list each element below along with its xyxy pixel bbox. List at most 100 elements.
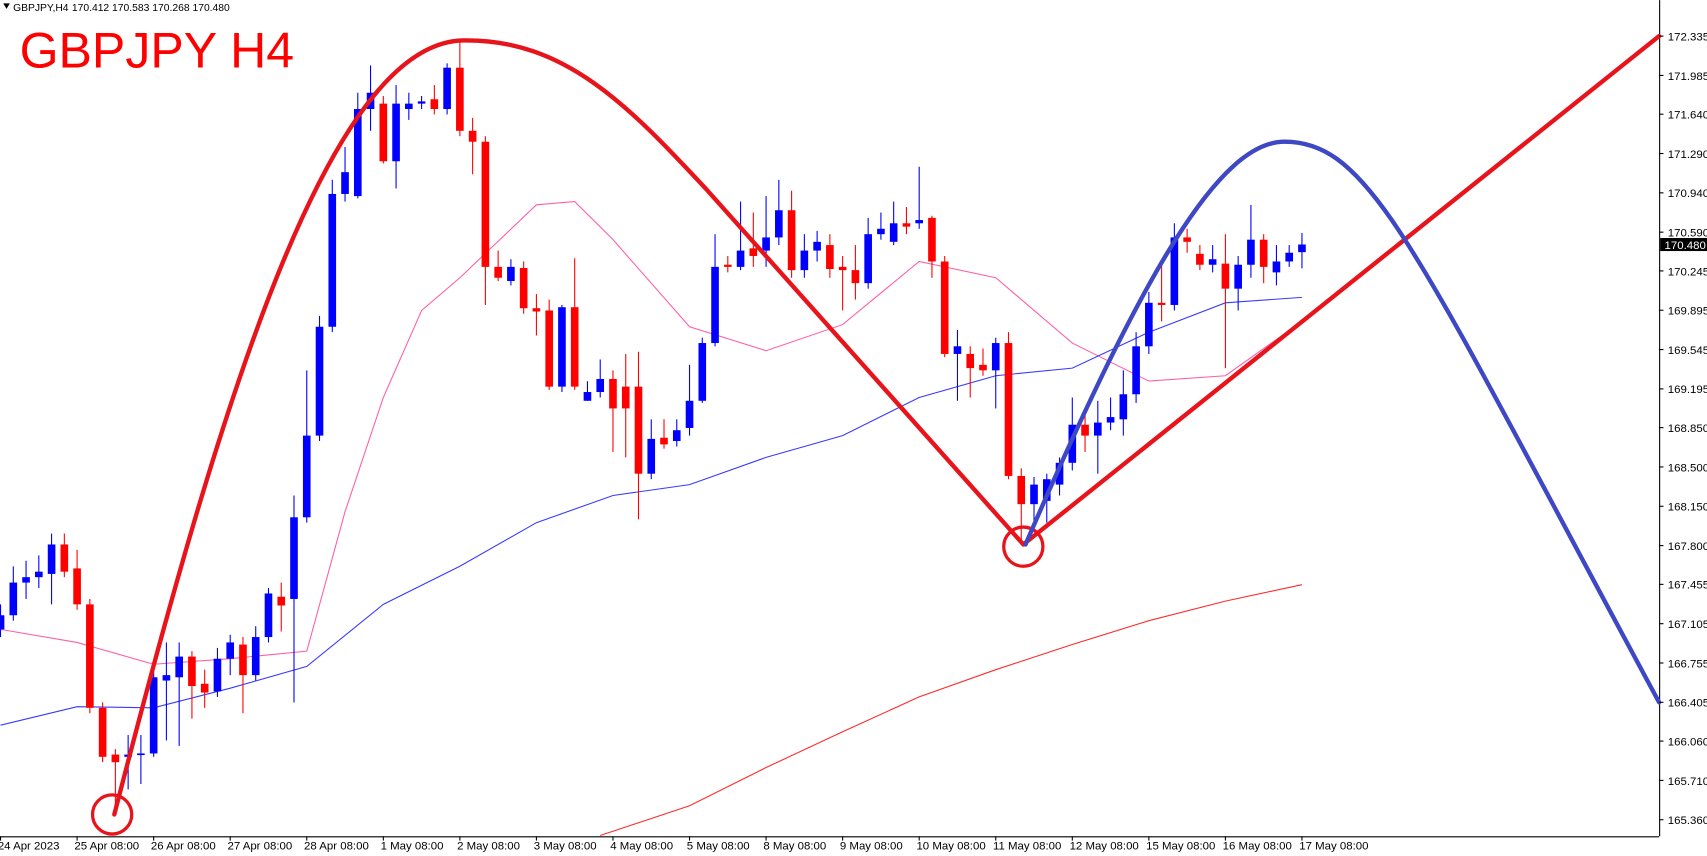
y-tick-label: 166.060: [1668, 736, 1707, 748]
chart-title: GBPJPY H4: [20, 23, 295, 79]
candle-body: [137, 753, 145, 756]
x-tick-label: 25 Apr 08:00: [74, 840, 139, 852]
candle-body: [1208, 259, 1217, 265]
y-tick-label: 169.195: [1668, 384, 1707, 396]
candle-body: [1234, 264, 1242, 289]
candle-body: [22, 577, 30, 583]
candle-body: [1157, 302, 1166, 305]
candle-body: [353, 109, 362, 197]
candle-body: [86, 604, 94, 708]
y-tick-label: 167.455: [1668, 580, 1707, 592]
candle-body: [723, 264, 732, 267]
candle-body: [1285, 252, 1294, 262]
candle-body: [928, 217, 936, 262]
candle-body: [991, 343, 1000, 371]
x-tick-label: 27 Apr 08:00: [227, 840, 292, 852]
candle-body: [1132, 346, 1140, 395]
candle-body: [570, 307, 579, 387]
candle-body: [698, 343, 707, 401]
candle-body: [685, 400, 694, 428]
last-price-label: 170.480: [1665, 240, 1706, 252]
candle-body: [660, 437, 668, 445]
red-trend-line: [1021, 33, 1662, 547]
candle-body: [1081, 424, 1089, 436]
candle-body: [149, 677, 158, 754]
candle-body: [1183, 237, 1191, 242]
candle-body: [111, 754, 120, 763]
candle-body: [953, 346, 962, 354]
candle-body: [762, 237, 770, 251]
candle-body: [60, 544, 69, 572]
candle-body: [672, 430, 681, 442]
candle-body: [1272, 261, 1281, 273]
plot-area: [0, 41, 1306, 836]
candle-body: [621, 386, 630, 409]
y-tick-label: 171.640: [1668, 110, 1707, 122]
candle-body: [889, 223, 898, 242]
candle-body: [902, 223, 911, 227]
x-tick-label: 15 May 08:00: [1146, 840, 1215, 852]
candle-body: [596, 378, 605, 393]
candle-body: [532, 308, 541, 312]
y-tick-label: 165.710: [1668, 776, 1707, 788]
candle-body: [9, 582, 18, 616]
candle-body: [315, 326, 324, 436]
candle-body: [35, 571, 43, 578]
y-tick-label: 172.335: [1668, 31, 1707, 43]
y-tick-label: 167.800: [1668, 541, 1707, 553]
candle-body: [609, 378, 617, 409]
candle-body: [787, 210, 796, 271]
y-tick-label: 168.500: [1668, 462, 1707, 474]
candle-body: [647, 438, 656, 474]
x-tick-label: 2 May 08:00: [457, 840, 520, 852]
candle-body: [1247, 239, 1255, 265]
x-tick-label: 10 May 08:00: [916, 840, 985, 852]
y-tick-label: 166.405: [1668, 698, 1707, 710]
y-tick-label: 165.360: [1668, 815, 1707, 827]
candle-body: [800, 250, 809, 271]
y-tick-label: 169.895: [1668, 306, 1707, 318]
candle-body: [1196, 253, 1204, 265]
candle-body: [1119, 394, 1128, 420]
candle-body: [417, 101, 426, 104]
candle-body: [558, 307, 566, 387]
candle-body: [915, 220, 923, 224]
candle-body: [73, 568, 81, 605]
candle-body: [877, 228, 885, 235]
candle-body: [507, 266, 515, 282]
candle-body: [379, 103, 388, 162]
x-tick-label: 12 May 08:00: [1070, 840, 1139, 852]
candle-body: [456, 67, 464, 131]
x-tick-label: 5 May 08:00: [687, 840, 750, 852]
candle-body: [1145, 302, 1153, 347]
candle-body: [1106, 417, 1115, 423]
candle-body: [813, 241, 821, 251]
x-tick-label: 8 May 08:00: [763, 840, 826, 852]
candle-body: [749, 248, 758, 256]
candle-body: [277, 596, 286, 606]
y-tick-label: 168.850: [1668, 423, 1707, 435]
y-tick-label: 170.245: [1668, 266, 1707, 278]
candle-body: [979, 364, 987, 371]
candle-body: [1042, 479, 1051, 501]
candle-body: [213, 658, 222, 692]
y-tick-label: 166.755: [1668, 658, 1707, 670]
low-circle: [1002, 525, 1045, 568]
candle-body: [188, 656, 196, 687]
y-tick-label: 169.545: [1668, 345, 1707, 357]
candle-body: [251, 637, 260, 676]
y-tick-label: 167.105: [1668, 619, 1707, 631]
candle-body: [1055, 462, 1064, 485]
symbol-label: GBPJPY,H4: [13, 3, 69, 14]
x-tick-label: 16 May 08:00: [1223, 840, 1292, 852]
candle-body: [966, 353, 975, 369]
x-tick-label: 11 May 08:00: [993, 840, 1061, 852]
candle-body: [264, 593, 273, 638]
candle-body: [1004, 343, 1013, 476]
x-tick-label: 1 May 08:00: [381, 840, 444, 852]
candle-body: [1017, 475, 1026, 505]
candle-body: [200, 683, 209, 693]
